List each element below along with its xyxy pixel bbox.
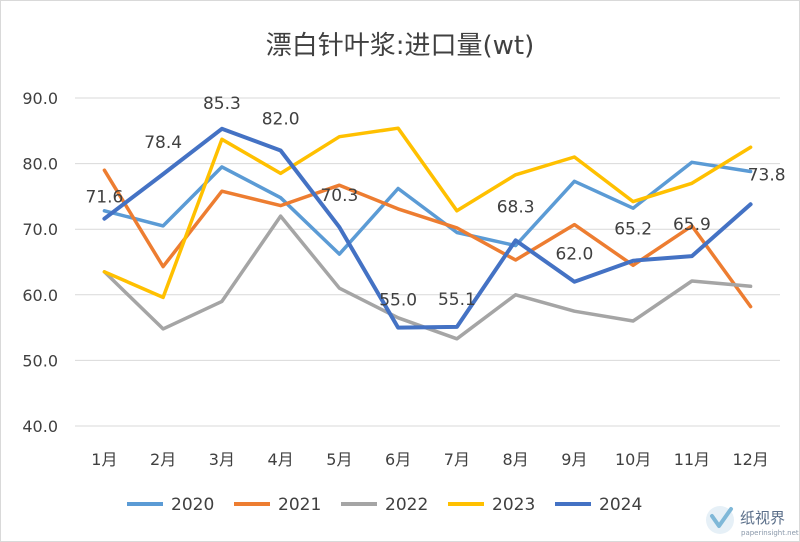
legend: 2020 2021 2022 2023 2024 [127, 495, 642, 515]
data-label: 55.0 [379, 291, 417, 311]
y-tick-label: 40.0 [22, 417, 58, 436]
data-label: 65.2 [614, 220, 652, 240]
x-tick-label: 11月 [674, 450, 710, 469]
data-label: 78.4 [144, 133, 182, 153]
data-label: 82.0 [262, 109, 300, 129]
data-label: 70.3 [320, 186, 358, 206]
series-line-2024 [102, 126, 753, 330]
y-tick-label: 80.0 [22, 155, 58, 174]
legend-label: 2024 [599, 495, 642, 515]
data-label: 73.8 [748, 165, 786, 185]
legend-label: 2023 [492, 495, 535, 515]
y-tick-label: 60.0 [22, 286, 58, 305]
data-label: 65.9 [673, 215, 711, 235]
x-tick-label: 6月 [385, 450, 411, 469]
x-axis-ticks: 1月 2月 3月 4月 5月 6月 7月 8月 9月 10月 11月 12月 [91, 450, 769, 469]
series-lines [102, 126, 753, 341]
data-label: 85.3 [203, 94, 241, 114]
watermark: 纸视界 paperinsight.net [706, 506, 799, 537]
data-label: 71.6 [85, 188, 123, 208]
watermark-logo [706, 506, 734, 534]
watermark-sub: paperinsight.net [741, 529, 799, 537]
x-tick-label: 2月 [150, 450, 176, 469]
x-tick-label: 4月 [268, 450, 294, 469]
legend-label: 2022 [385, 495, 428, 515]
series-line-2023 [102, 126, 753, 300]
x-tick-label: 7月 [444, 450, 470, 469]
legend-label: 2021 [278, 495, 321, 515]
x-tick-label: 10月 [615, 450, 651, 469]
series-line-2020 [102, 160, 753, 256]
gridlines [75, 97, 780, 427]
data-labels: 71.6 78.4 85.3 82.0 70.3 55.0 55.1 68.3 62.0 65.2… [85, 94, 785, 311]
x-tick-label: 3月 [209, 450, 235, 469]
data-label: 55.1 [438, 290, 476, 310]
watermark-text: 纸视界 [740, 509, 785, 527]
x-tick-label: 12月 [732, 450, 768, 469]
data-label: 68.3 [497, 197, 535, 217]
y-tick-label: 90.0 [22, 89, 58, 108]
data-label: 62.0 [555, 245, 593, 265]
y-axis-ticks: 40.0 50.0 60.0 70.0 80.0 90.0 [22, 89, 58, 436]
x-tick-label: 5月 [326, 450, 352, 469]
y-tick-label: 70.0 [22, 220, 58, 239]
x-tick-label: 9月 [561, 450, 587, 469]
chart-title: 漂白针叶浆:进口量(wt) [266, 31, 535, 61]
x-tick-label: 1月 [91, 450, 117, 469]
legend-label: 2020 [171, 495, 214, 515]
y-tick-label: 50.0 [22, 351, 58, 370]
x-tick-label: 8月 [503, 450, 529, 469]
